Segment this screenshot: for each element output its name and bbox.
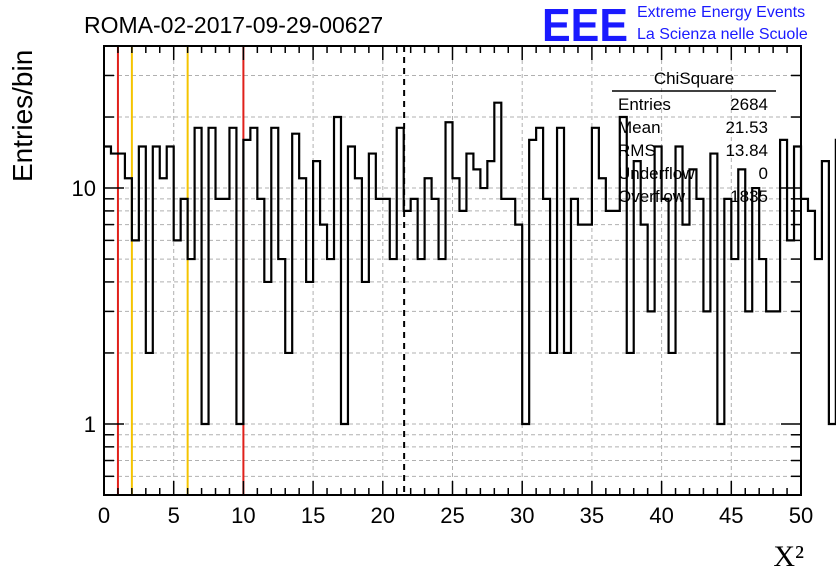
x-axis-ticks: 0 5 10 15 20 25 30 35 40 45 50 (98, 46, 813, 528)
x-axis-title: X² (773, 540, 804, 572)
stats-value: 2684 (730, 95, 768, 114)
stats-label: Entries (618, 95, 671, 114)
x-tick-label: 35 (580, 503, 604, 528)
x-tick-label: 25 (440, 503, 464, 528)
x-tick-label: 0 (98, 503, 110, 528)
x-tick-label: 30 (510, 503, 534, 528)
x-tick-label: 5 (168, 503, 180, 528)
x-tick-label: 20 (371, 503, 395, 528)
stats-label: RMS (618, 141, 656, 160)
x-tick-label: 45 (719, 503, 743, 528)
stats-label: Underflow (618, 164, 695, 183)
x-tick-label: 40 (649, 503, 673, 528)
x-tick-label: 50 (789, 503, 813, 528)
y-tick-label: 1 (84, 412, 96, 437)
logo-line-2: La Scienza nelle Scuole (637, 26, 808, 43)
stats-title: ChiSquare (654, 69, 734, 88)
logo-mark: EEE (542, 0, 628, 51)
stats-box: ChiSquare Entries 2684 Mean 21.53 RMS 13.84 Un… (612, 69, 776, 206)
x-tick-label: 10 (231, 503, 255, 528)
stats-rows: Entries 2684 Mean 21.53 RMS 13.84 Underflow 0 Ov… (618, 95, 768, 206)
stats-value: 21.53 (725, 118, 768, 137)
histogram-outline (104, 101, 836, 426)
stats-value: 0 (759, 164, 768, 183)
y-axis-ticks: 1 10 (72, 45, 801, 496)
stats-label: Mean (618, 118, 661, 137)
chart-title: ROMA-02-2017-09-29-00627 (84, 12, 383, 38)
y-tick-label: 10 (72, 176, 96, 201)
stats-value: 13.84 (725, 141, 768, 160)
y-axis-title: Entries/bin (7, 50, 38, 182)
stats-value: 1835 (730, 187, 768, 206)
x-tick-label: 15 (301, 503, 325, 528)
logo-line-1: Extreme Energy Events (637, 4, 805, 21)
stats-label: Overflow (618, 187, 686, 206)
eee-logo: EEE Extreme Energy Events La Scienza nel… (542, 0, 808, 51)
